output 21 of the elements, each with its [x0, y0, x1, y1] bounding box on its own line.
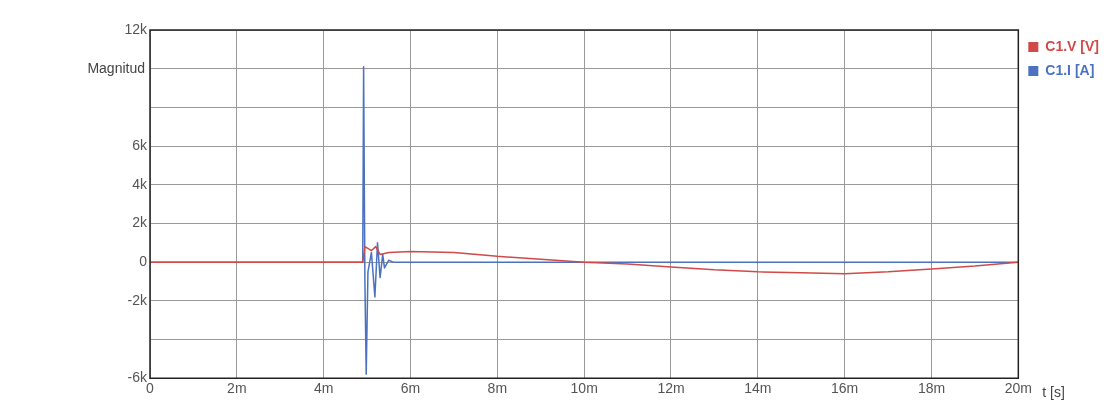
x-tick-label: 10m	[570, 380, 598, 397]
y-tick-label: 0	[139, 252, 148, 269]
y-tick-label: 6k	[132, 136, 148, 153]
y-tick-label: 4k	[132, 175, 148, 192]
legend-label: C1.I [A]	[1045, 61, 1095, 78]
x-tick-label: 14m	[744, 380, 772, 397]
y-axis-title: Magnitud	[87, 59, 145, 76]
x-tick-label: 6m	[400, 380, 421, 397]
x-tick-label: 8m	[487, 380, 508, 397]
y-tick-label: 12k	[124, 20, 148, 37]
y-tick-label: -6k	[127, 369, 148, 386]
x-axis-title: t [s]	[1042, 384, 1065, 401]
x-tick-label: 16m	[831, 380, 859, 397]
legend-label: C1.V [V]	[1045, 37, 1100, 54]
y-tick-label: 2k	[132, 214, 148, 231]
x-tick-label: 18m	[917, 380, 946, 397]
x-tick-label: 12m	[657, 380, 685, 397]
x-tick-label: 4m	[313, 380, 334, 397]
x-tick-label: 20m	[1004, 380, 1032, 397]
x-tick-label: 2m	[227, 380, 247, 397]
y-tick-label: -2k	[127, 291, 148, 308]
